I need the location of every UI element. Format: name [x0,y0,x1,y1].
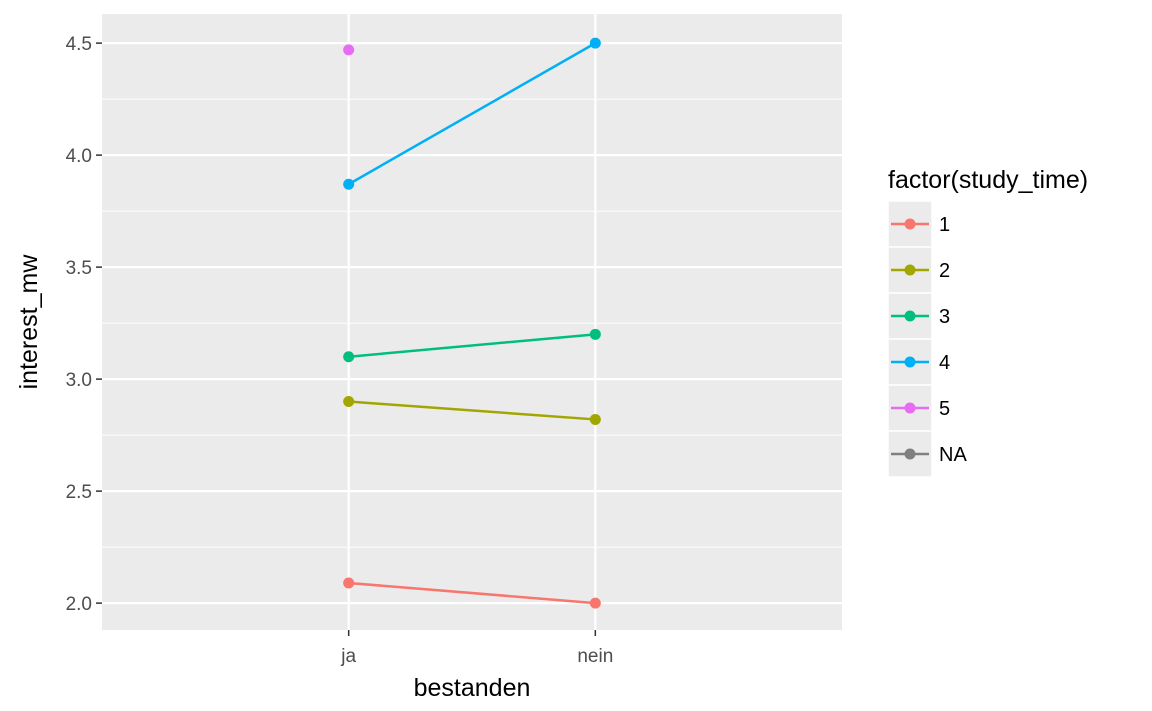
legend-key-point [904,218,916,230]
legend: factor(study_time) 1 2 3 4 5 NA [887,166,1088,478]
legend-item: 5 [887,384,950,432]
series-2 [343,396,601,425]
series-line [348,42,596,186]
legend-label: 1 [939,214,950,236]
legend-item: 2 [887,246,950,294]
legend-title: factor(study_time) [888,166,1088,194]
data-point [589,413,601,425]
legend-item: 3 [887,292,950,340]
legend-label: NA [939,444,967,466]
y-tick-label: 3.0 [66,370,92,391]
legend-items: 1 2 3 4 5 NA [887,200,967,478]
legend-item: 4 [887,338,950,386]
series-3 [343,328,601,363]
panel-background [102,14,842,630]
minor-gridlines [102,98,842,548]
legend-key-point [904,448,916,460]
series-line [348,400,596,421]
data-point [589,597,601,609]
data-point [343,178,355,190]
series-1 [343,577,601,609]
legend-label: 4 [939,352,950,374]
data-point [589,37,601,49]
legend-label: 2 [939,260,950,282]
series-line [348,581,596,605]
legend-item: NA [887,430,967,478]
y-axis-title: interest_mw [15,254,43,390]
legend-key-point [904,356,916,368]
data-point [343,351,355,363]
y-tick-label: 2.0 [66,594,92,615]
data-point [589,328,601,340]
y-tick-label: 4.0 [66,146,92,167]
series-4 [343,37,601,190]
legend-label: 5 [939,398,950,420]
data-point [343,577,355,589]
legend-item: 1 [887,200,950,248]
x-axis-title: bestanden [414,674,531,702]
major-gridlines [102,14,842,630]
legend-key-point [904,310,916,322]
y-axis: 2.0 2.5 3.0 3.5 4.0 4.5 [66,34,102,615]
x-axis: ja nein [340,630,613,667]
data-point [343,396,355,408]
legend-label: 3 [939,306,950,328]
legend-key-point [904,402,916,414]
y-tick-label: 3.5 [66,258,92,279]
x-tick-label: nein [577,646,613,667]
legend-key-point [904,264,916,276]
y-tick-label: 4.5 [66,34,92,55]
y-tick-label: 2.5 [66,482,92,503]
x-tick-label: ja [340,646,356,667]
data-point [343,44,355,56]
series-5 [343,44,355,56]
series-line [348,333,596,358]
series-layer [343,37,601,609]
